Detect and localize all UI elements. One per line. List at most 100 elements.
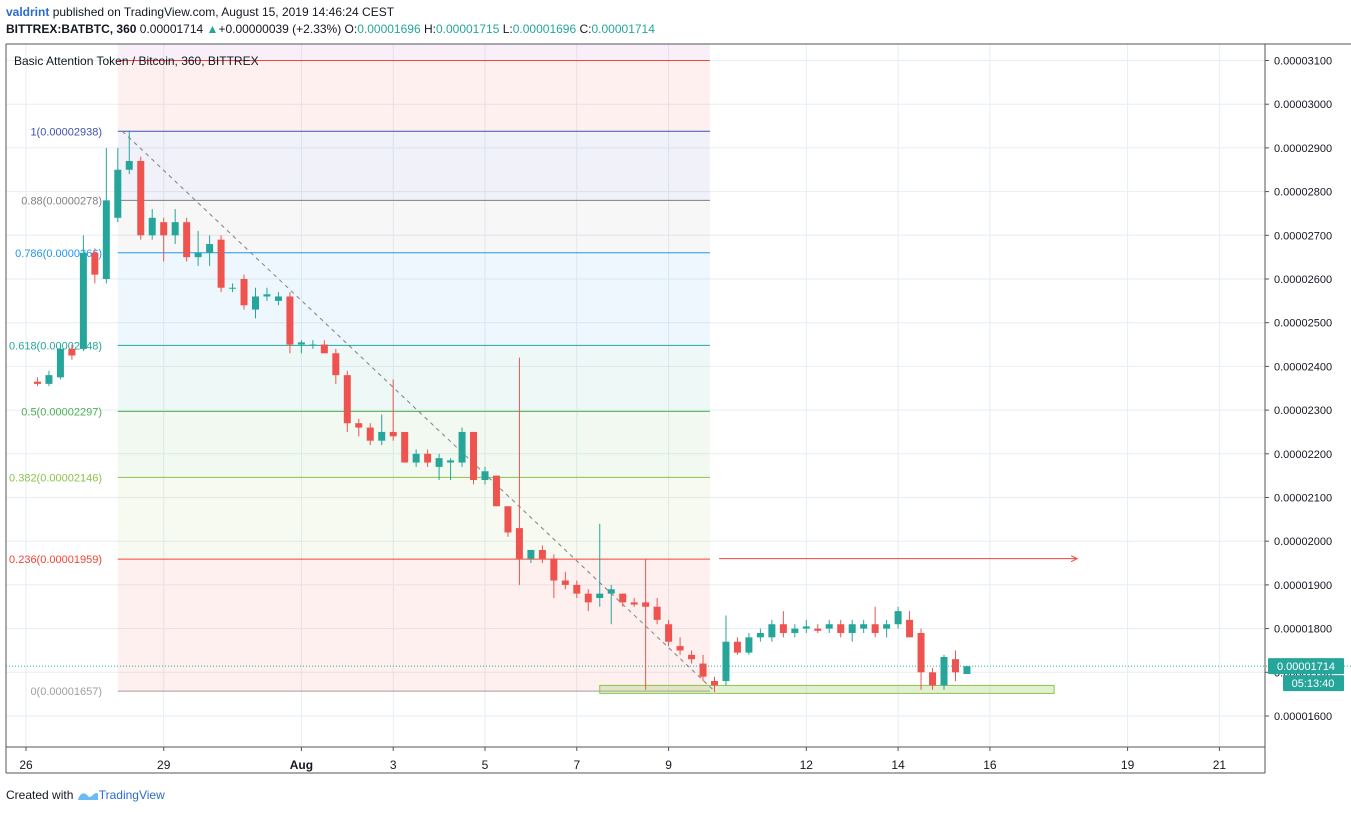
candle-body [435,458,443,467]
candle [332,348,340,384]
open-value: 0.00001696 [357,22,421,36]
y-tick-label: 0.00002700 [1274,230,1332,242]
candle [389,379,397,441]
candle [825,619,833,633]
candle [527,549,535,564]
candle-body [515,528,523,559]
x-tick-label: Aug [290,758,313,772]
candle-body [114,169,122,218]
fib-band [117,200,710,253]
fib-level-label: 0(0.00001657) [30,686,102,698]
candle-body [33,381,41,384]
candle [447,458,455,481]
candle [848,619,856,642]
fib-band [117,44,710,61]
candle-body [711,681,718,686]
y-tick-label: 0.00002400 [1274,361,1332,373]
author-name[interactable]: valdrint [6,5,50,19]
candle [68,344,76,360]
y-tick-label: 0.00001900 [1274,580,1332,592]
candle-body [481,471,489,481]
candle [263,287,271,301]
support-box [599,684,1055,694]
candle [91,248,99,284]
candle [642,558,650,690]
fib-level-label: 0.236(0.00001959) [9,554,102,566]
candle [102,147,110,284]
high-label: H: [423,22,436,36]
candle-body [722,641,730,682]
close-label: C: [579,22,592,36]
candle [309,340,317,349]
candle [584,589,592,612]
x-tick-label: 26 [19,758,33,772]
y-tick-label: 0.00002300 [1274,405,1332,417]
candle-body [940,657,948,686]
x-tick-label: 14 [891,758,905,772]
candle [917,628,925,690]
candle [929,667,937,690]
y-tick-label: 0.00002100 [1274,493,1332,505]
candle [504,506,512,537]
candle [412,449,420,467]
candle-body [802,626,810,629]
candle-body [733,641,741,653]
candle-body [332,353,340,376]
tradingview-link[interactable]: TradingView [98,788,165,802]
candle-body [538,549,546,559]
candle [125,130,133,175]
fib-level-label: 0.88(0.0000278) [21,195,102,207]
candle-body [584,593,592,603]
candle-body [688,654,696,660]
candle-body [229,287,237,289]
candle-body [320,344,328,354]
candle [699,654,707,682]
candle-body [906,619,914,638]
candle-body [527,549,535,559]
candle [688,650,696,664]
candle-body [309,344,317,346]
candle-body [458,431,466,463]
candle [424,449,432,467]
candle-body [286,296,294,345]
candle-body [355,423,363,428]
candle-body [619,593,627,603]
candle-body [848,624,856,633]
fib-band [117,345,710,412]
candle-body [883,624,891,629]
candle-body [125,161,133,170]
candle [240,274,248,310]
y-tick-label: 0.00003100 [1274,56,1332,68]
y-tick-label: 0.00001800 [1274,624,1332,636]
candle [56,344,64,380]
candle [619,593,627,607]
price-change: +0.00000039 (+2.33%) [218,22,342,36]
candle [229,283,237,293]
y-tick-label: 0.00002000 [1274,536,1332,548]
candle-body [240,279,248,306]
candle [137,156,145,240]
candle [573,580,581,599]
candle-body [929,672,937,686]
candle-body [768,624,776,638]
candle [561,571,569,590]
y-tick-label: 0.00002200 [1274,449,1332,461]
candle-body [573,584,581,594]
candle [194,230,202,266]
candle [791,624,799,638]
candle-body [160,222,168,236]
x-tick-label: 19 [1121,758,1135,772]
x-tick-label: 5 [482,758,489,772]
arrow-head-icon [1070,555,1079,563]
candle [252,287,259,319]
y-tick-label: 0.00003000 [1274,99,1332,111]
symbol-name: BITTREX:BATBTC, 360 [6,22,137,36]
candle [401,431,409,463]
candle [871,606,879,638]
publish-line: valdrint published on TradingView.com, A… [6,5,394,19]
candle [492,475,500,507]
candle [814,624,822,633]
low-value: 0.00001696 [512,22,577,36]
candle [33,377,41,387]
